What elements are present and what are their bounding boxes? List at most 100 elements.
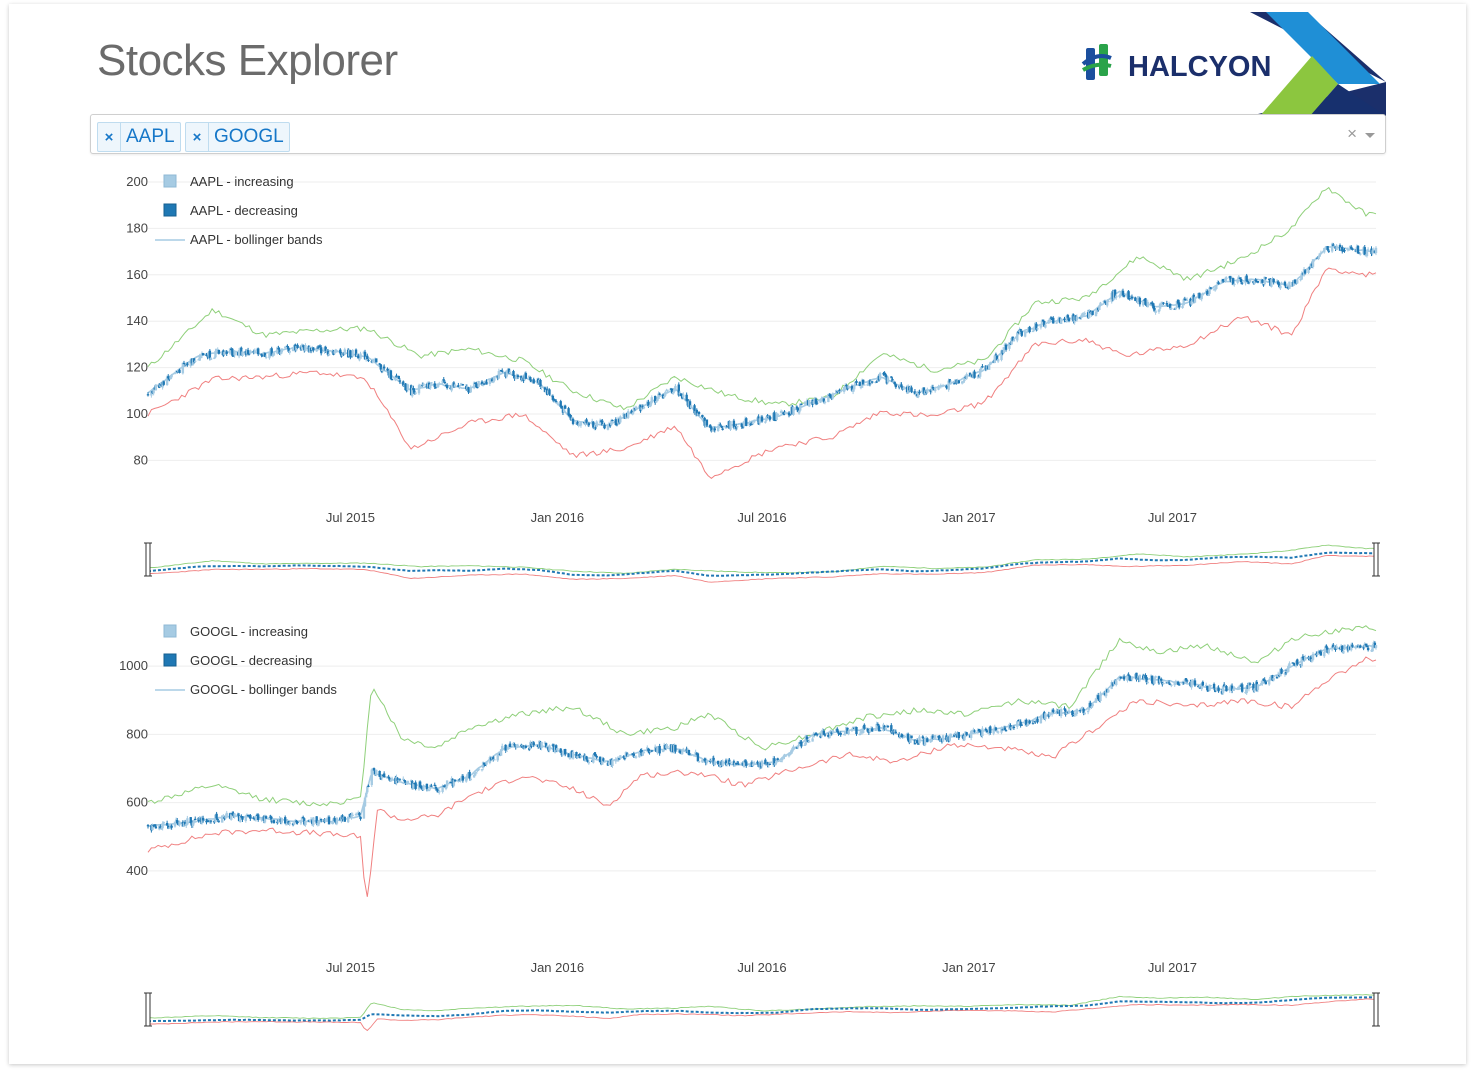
dropdown-caret-icon[interactable] bbox=[1365, 133, 1375, 138]
candle-decreasing bbox=[800, 403, 803, 406]
candle-increasing bbox=[1346, 248, 1350, 251]
y-tick-label: 800 bbox=[126, 726, 148, 741]
candle-increasing bbox=[300, 344, 304, 350]
candle-increasing bbox=[610, 420, 613, 426]
googl-chart[interactable]: 1000 800 600 400 Jul 2015 Jan 2016 Jul 2016 Jan… bbox=[0, 610, 1476, 1040]
candle-increasing bbox=[716, 426, 720, 432]
candle-increasing bbox=[493, 759, 496, 761]
candle-increasing bbox=[1183, 679, 1187, 683]
candle-decreasing bbox=[1049, 317, 1053, 319]
candle-decreasing bbox=[349, 350, 352, 358]
candle-increasing bbox=[1047, 320, 1050, 324]
candle-decreasing bbox=[688, 753, 692, 756]
candle-decreasing bbox=[480, 381, 484, 385]
candle-increasing bbox=[420, 385, 423, 387]
candle-increasing bbox=[1236, 279, 1239, 283]
candle-decreasing bbox=[395, 375, 398, 378]
candle-decreasing bbox=[167, 825, 170, 829]
slider-left-handle[interactable] bbox=[144, 992, 152, 1027]
candle-increasing bbox=[650, 397, 653, 403]
candle-decreasing bbox=[1309, 657, 1312, 661]
candle-decreasing bbox=[543, 387, 547, 393]
candle-decreasing bbox=[602, 758, 605, 761]
candle-increasing bbox=[1335, 245, 1338, 251]
candle-increasing bbox=[1008, 342, 1011, 349]
candle-decreasing bbox=[1166, 305, 1170, 307]
candle-decreasing bbox=[766, 762, 769, 766]
candle-decreasing bbox=[404, 383, 407, 391]
candle-decreasing bbox=[1001, 729, 1004, 731]
candle-decreasing bbox=[594, 427, 597, 429]
candle-increasing bbox=[260, 817, 263, 821]
candle-decreasing bbox=[981, 366, 984, 368]
candle-increasing bbox=[480, 769, 484, 771]
candle-decreasing bbox=[800, 741, 803, 747]
candle-decreasing bbox=[208, 350, 212, 359]
candle-increasing bbox=[1208, 287, 1211, 295]
aapl-chart[interactable]: 200 180 160 140 120 100 80 Jul 2015 Jan 2016 Jul … bbox=[0, 160, 1476, 590]
candle-decreasing bbox=[795, 406, 799, 409]
candle-decreasing bbox=[891, 378, 894, 382]
candle-increasing bbox=[1032, 721, 1036, 723]
candle-decreasing bbox=[696, 753, 700, 762]
candle-decreasing bbox=[453, 780, 457, 782]
candle-increasing bbox=[764, 421, 767, 423]
range-slider[interactable] bbox=[144, 542, 1380, 583]
slider-right-handle[interactable] bbox=[1372, 992, 1380, 1027]
candle-decreasing bbox=[1364, 643, 1368, 646]
candle-increasing bbox=[1300, 657, 1303, 667]
slider-handle-bar bbox=[1373, 542, 1379, 577]
candle-increasing bbox=[774, 763, 777, 766]
candle-decreasing bbox=[359, 816, 362, 820]
candle-increasing bbox=[233, 350, 236, 356]
candle-decreasing bbox=[257, 814, 260, 820]
legend-bollinger-label: GOOGL - bollinger bands bbox=[190, 682, 337, 697]
candle-increasing bbox=[788, 753, 792, 756]
candle-decreasing bbox=[375, 358, 378, 363]
candle-decreasing bbox=[555, 401, 558, 403]
candle-increasing bbox=[173, 821, 177, 827]
candle-decreasing bbox=[178, 369, 181, 374]
slider-left-handle[interactable] bbox=[144, 542, 152, 577]
candle-decreasing bbox=[1127, 674, 1130, 676]
remove-googl-button[interactable]: × bbox=[186, 123, 209, 151]
candle-increasing bbox=[748, 765, 751, 767]
candle-increasing bbox=[346, 817, 350, 823]
clear-all-icon[interactable]: × bbox=[1347, 124, 1357, 143]
candle-decreasing bbox=[1052, 317, 1055, 324]
candle-decreasing bbox=[1041, 319, 1045, 322]
candle-decreasing bbox=[418, 781, 422, 788]
candle-increasing bbox=[965, 374, 968, 379]
bollinger-lower-line bbox=[147, 656, 1377, 897]
candle-decreasing bbox=[485, 381, 488, 385]
candle-decreasing bbox=[1275, 676, 1279, 679]
ticker-selector[interactable]: × AAPL × GOOGL × bbox=[90, 114, 1386, 154]
candle-decreasing bbox=[1239, 278, 1243, 283]
candle-decreasing bbox=[372, 768, 376, 771]
candle-increasing bbox=[858, 733, 862, 736]
remove-aapl-button[interactable]: × bbox=[98, 123, 121, 151]
candle-decreasing bbox=[1206, 686, 1209, 691]
candle-increasing bbox=[682, 394, 685, 398]
slider-right-handle[interactable] bbox=[1372, 542, 1380, 577]
candle-decreasing bbox=[768, 763, 772, 765]
candle-increasing bbox=[1208, 684, 1211, 691]
candle-increasing bbox=[689, 405, 693, 409]
candle-decreasing bbox=[773, 758, 776, 765]
candle-decreasing bbox=[1193, 680, 1197, 686]
candle-decreasing bbox=[658, 745, 661, 754]
candle-increasing bbox=[1099, 692, 1102, 702]
candle-increasing bbox=[776, 413, 779, 416]
candle-increasing bbox=[162, 822, 165, 824]
candle-increasing bbox=[626, 411, 630, 418]
candle-increasing bbox=[592, 754, 595, 763]
candle-decreasing bbox=[483, 383, 486, 385]
candle-increasing bbox=[725, 763, 729, 765]
candle-increasing bbox=[304, 820, 307, 826]
candle-decreasing bbox=[146, 394, 150, 396]
candle-increasing bbox=[587, 762, 591, 764]
candle-decreasing bbox=[603, 424, 606, 429]
range-slider[interactable] bbox=[144, 992, 1380, 1032]
candle-decreasing bbox=[474, 382, 477, 384]
candle-decreasing bbox=[316, 347, 320, 349]
